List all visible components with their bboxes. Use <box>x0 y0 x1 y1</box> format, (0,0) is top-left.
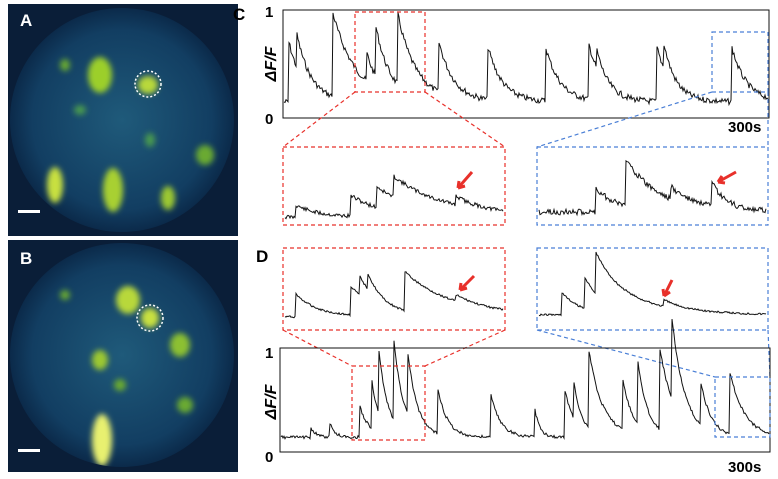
zoom-box <box>711 31 769 93</box>
trace <box>283 12 769 107</box>
arrow <box>661 279 674 298</box>
zoom-box <box>714 376 771 438</box>
y-axis-label: ΔF/F <box>263 45 280 82</box>
panel-label: D <box>256 247 268 266</box>
trace-frame <box>282 9 770 119</box>
trace <box>538 159 767 217</box>
zoom-box <box>536 247 769 331</box>
panel-label: C <box>233 5 245 24</box>
trace <box>538 251 767 317</box>
zoom-box <box>354 11 426 93</box>
zoom-box <box>282 247 506 331</box>
x-end-label: 300s <box>728 119 761 136</box>
zoom-connector <box>536 91 769 148</box>
y-top-label: 1 <box>265 345 273 362</box>
zoom-box <box>282 146 506 226</box>
trace <box>280 319 770 441</box>
panel-label: A <box>20 11 32 30</box>
y-bottom-label: 0 <box>265 111 273 128</box>
y-axis-label: ΔF/F <box>263 383 280 420</box>
image-b <box>8 240 238 472</box>
zoom-connector <box>536 329 771 378</box>
image-a <box>8 4 238 236</box>
arrow <box>456 171 474 190</box>
zoom-connector <box>282 91 506 148</box>
trace-frame <box>279 347 771 453</box>
zoom-box <box>536 146 769 226</box>
trace <box>284 271 504 319</box>
zoom-box <box>351 365 426 441</box>
x-end-label: 300s <box>728 459 761 476</box>
y-top-label: 1 <box>265 4 273 21</box>
trace <box>284 174 504 220</box>
arrow <box>716 170 737 185</box>
arrow <box>458 274 476 292</box>
panel-label: B <box>20 249 32 268</box>
y-bottom-label: 0 <box>265 449 273 466</box>
